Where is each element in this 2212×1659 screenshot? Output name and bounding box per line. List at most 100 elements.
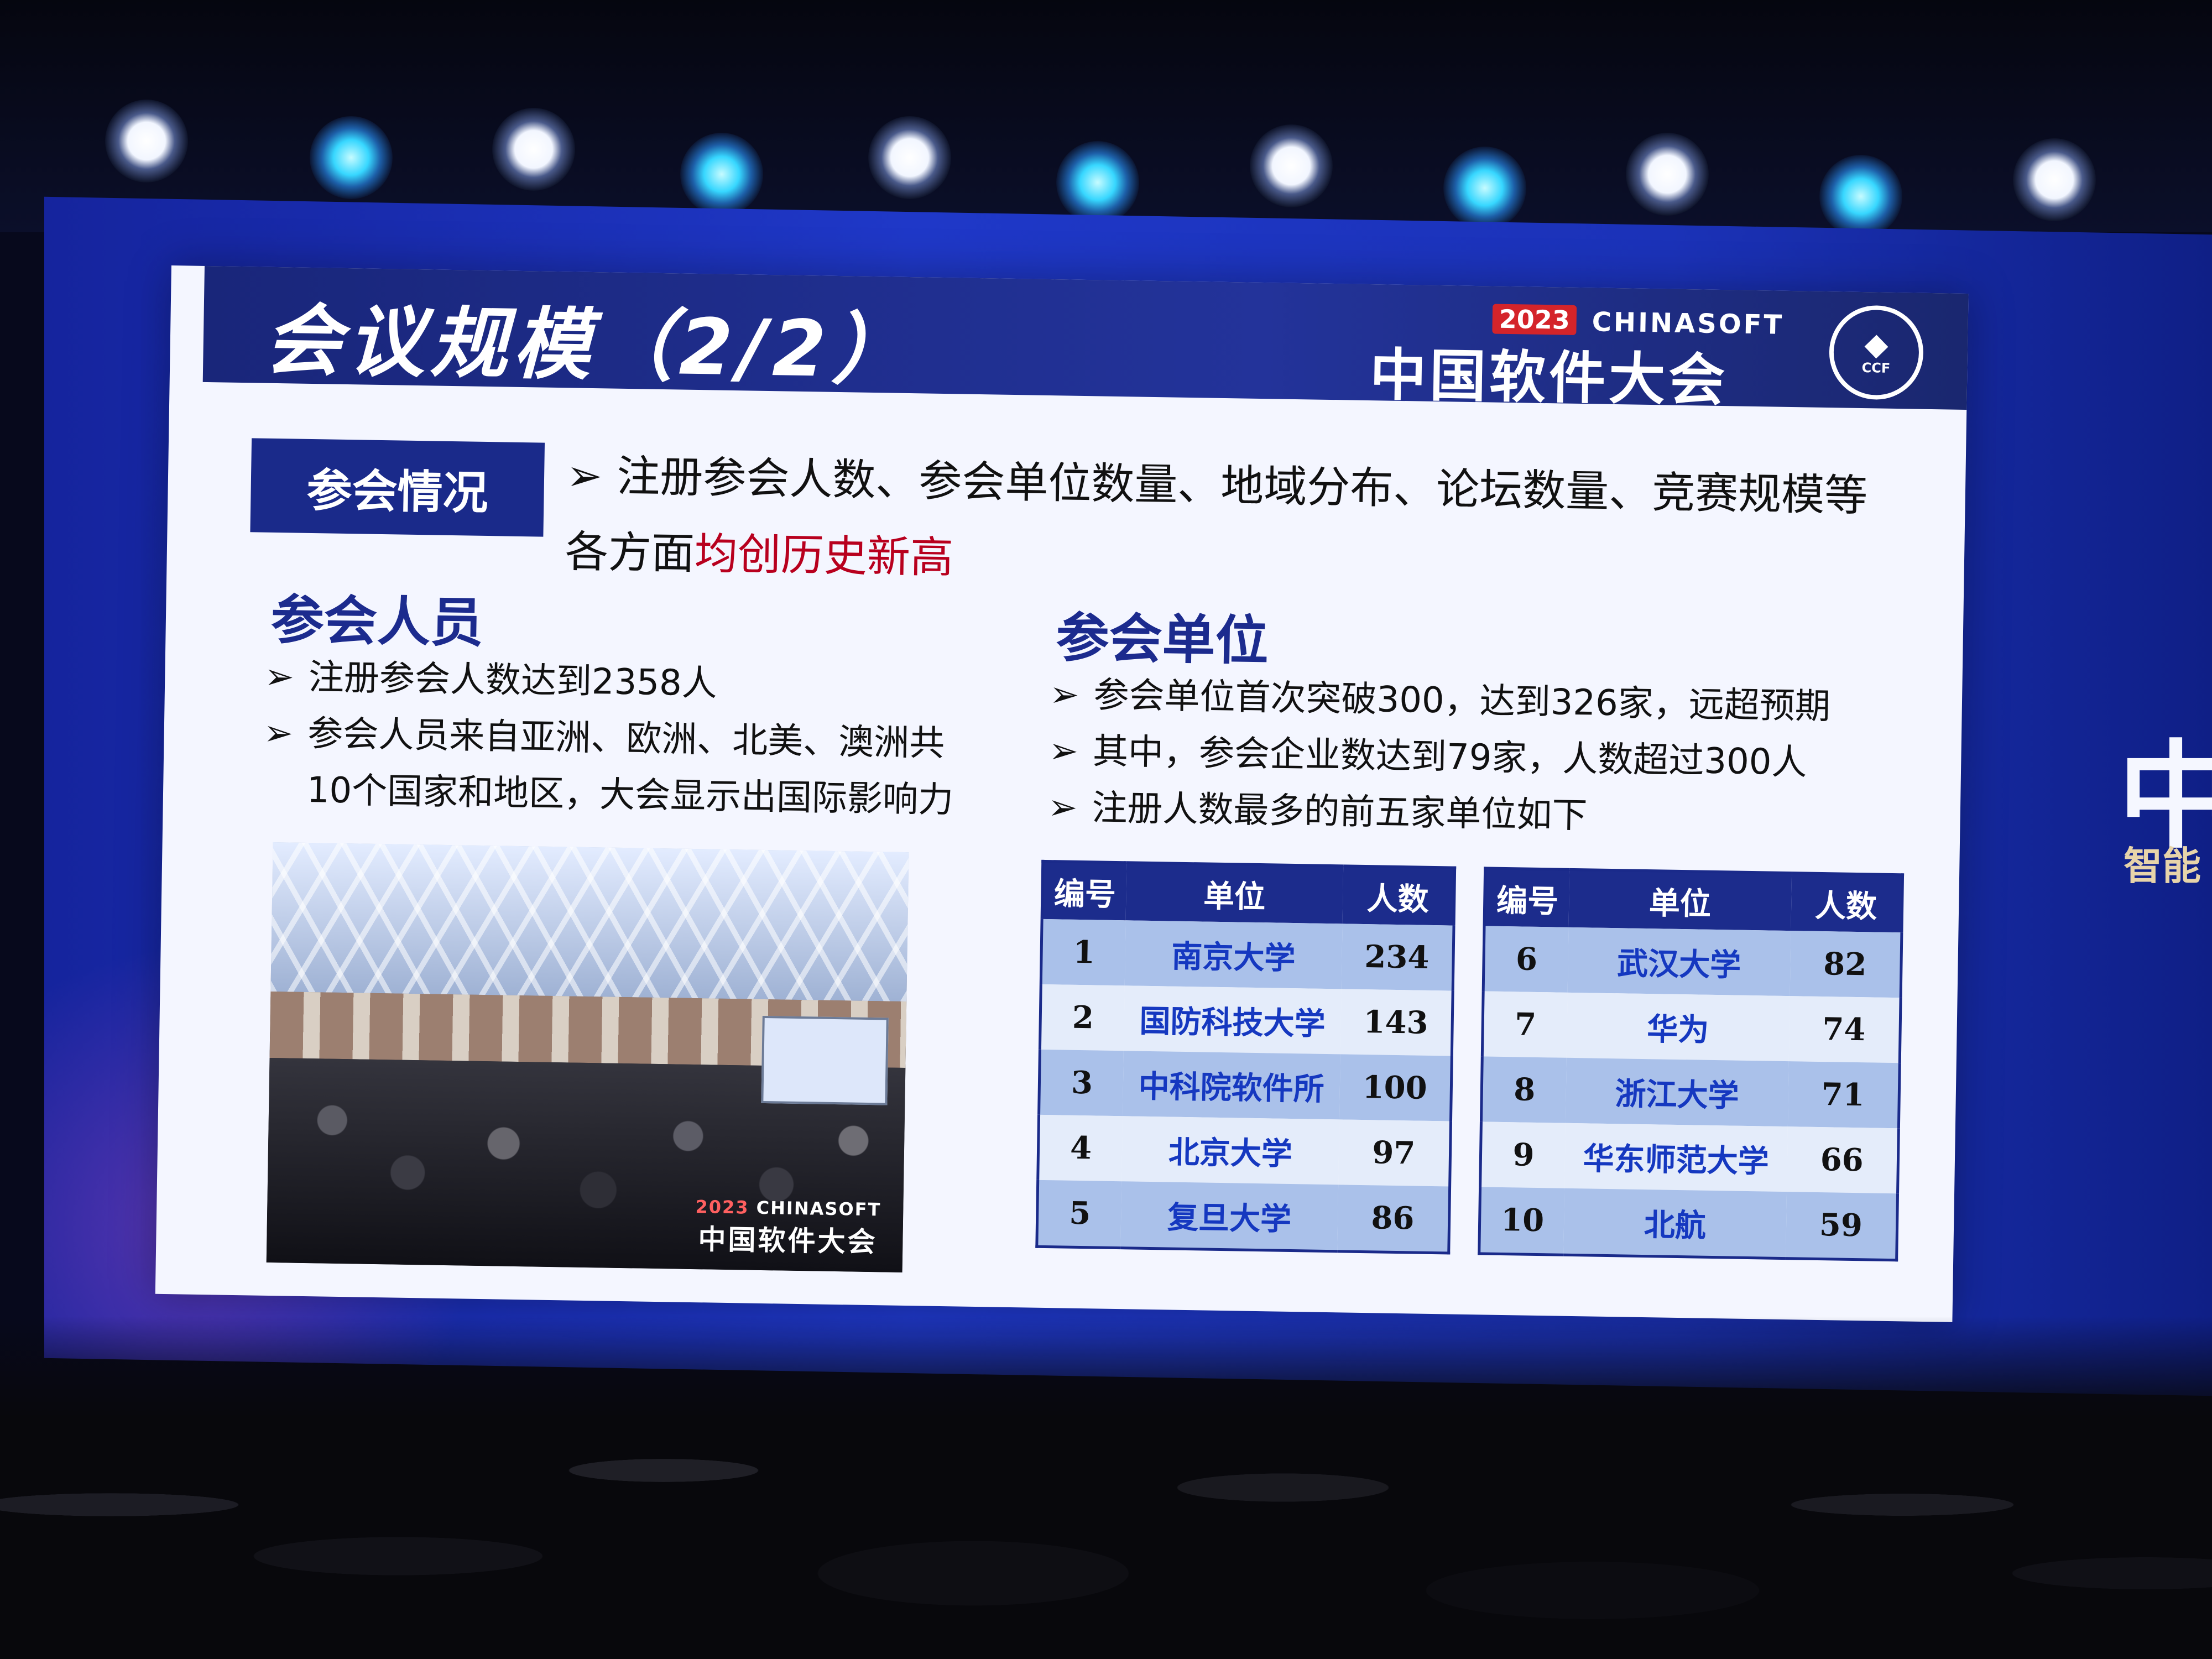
slide-title: 会议规模（2/2） [263, 295, 915, 397]
cell-unit: 华东师范大学 [1564, 1123, 1788, 1192]
brand-year: 2023 [1492, 304, 1577, 335]
photo-projection-screen [761, 1015, 889, 1105]
cell-unit: 中科院软件所 [1123, 1051, 1340, 1120]
stage-light [680, 133, 763, 216]
diamond-icon: ◆ [1864, 326, 1889, 363]
cell-unit: 浙江大学 [1565, 1057, 1789, 1127]
photo-watermark-top: 2023 CHINASOFT [695, 1196, 881, 1220]
column-header-unit: 单位 [1568, 869, 1792, 931]
column-header-no: 编号 [1484, 868, 1570, 927]
table-row: 1 南京大学 234 [1041, 919, 1454, 991]
cell-count: 143 [1340, 989, 1453, 1056]
side-screen-brand: 中 [2118, 729, 2212, 864]
arrow-bullet-icon: ➢ [566, 451, 603, 502]
ranking-table-right: 编号 单位 人数 6 武汉大学 82 7 华为 74 8 浙江大学 71 9 [1478, 867, 1905, 1262]
stage-light [868, 116, 951, 199]
table-row: 10 北航 59 [1479, 1187, 1898, 1260]
table-row: 8 浙江大学 71 [1481, 1056, 1900, 1129]
ccf-logo-icon: ◆ CCF [1828, 305, 1924, 400]
cell-count: 97 [1338, 1119, 1451, 1187]
arrow-bullet-icon: ➢ [263, 712, 294, 754]
arrow-bullet-icon: ➢ [1049, 674, 1080, 716]
photo-watermark: 2023 CHINASOFT 中国软件大会 [695, 1196, 881, 1260]
section-label: 参会情况 [250, 438, 545, 537]
list-item: ➢ 参会人员来自亚洲、欧洲、北美、澳洲共10个国家和地区，大会显示出国际影响力 [262, 705, 983, 829]
stage-light [2013, 138, 2096, 221]
table-row: 2 国防科技大学 143 [1040, 984, 1453, 1056]
table-row: 5 复旦大学 86 [1036, 1180, 1450, 1253]
cell-no: 8 [1481, 1056, 1567, 1123]
cell-no: 3 [1039, 1049, 1124, 1117]
bullet-text: 参会人员来自亚洲、欧洲、北美、澳洲共10个国家和地区，大会显示出国际影响力 [306, 713, 954, 821]
logo-text: CCF [1861, 360, 1891, 376]
summary-text: ➢ 注册参会人数、参会单位数量、地域分布、论坛数量、竞赛规模等各方面均创历史新高 [565, 437, 1872, 611]
cell-no: 6 [1483, 926, 1569, 993]
table-row: 7 华为 74 [1482, 991, 1901, 1063]
summary-highlight: 均创历史新高 [694, 529, 954, 583]
stage-light [492, 108, 575, 191]
cell-no: 1 [1041, 919, 1126, 986]
units-bullets: ➢ 参会单位首次突破300，达到326家，远超预期 ➢ 其中，参会企业数达到79… [1047, 666, 1852, 848]
cell-count: 234 [1341, 924, 1454, 991]
stage-light [1819, 155, 1902, 238]
brand-chinese-name: 中国软件大会 [1369, 342, 1729, 414]
conference-brand: 2023 CHINASOFT 中国软件大会 ◆ CCF [1369, 294, 1924, 414]
table-row: 6 武汉大学 82 [1483, 926, 1902, 998]
list-item: ➢ 注册参会人数达到2358人 [264, 649, 984, 716]
table-row: 9 华东师范大学 66 [1480, 1121, 1899, 1194]
table-header-row: 编号 单位 人数 [1484, 868, 1903, 933]
ranking-table-left: 编号 单位 人数 1 南京大学 234 2 国防科技大学 143 3 中科院软件… [1035, 859, 1457, 1255]
stage-light [1626, 133, 1709, 216]
side-screen-slogan: 智能 [2124, 843, 2201, 889]
venue-photo: 2023 CHINASOFT 中国软件大会 [266, 842, 909, 1272]
cell-no: 5 [1036, 1180, 1122, 1248]
cell-unit: 北京大学 [1121, 1116, 1339, 1185]
bullet-text: 注册人数最多的前五家单位如下 [1091, 787, 1588, 837]
stage-ceiling [0, 0, 2212, 238]
column-header-unit: 单位 [1125, 862, 1343, 924]
cell-unit: 北航 [1563, 1188, 1787, 1259]
attendees-heading: 参会人员 [270, 588, 484, 654]
cell-no: 2 [1040, 984, 1125, 1051]
cell-count: 66 [1786, 1126, 1899, 1194]
table-header-row: 编号 单位 人数 [1042, 861, 1455, 926]
table-row: 3 中科院软件所 100 [1039, 1049, 1452, 1121]
units-heading: 参会单位 [1055, 607, 1269, 672]
attendees-bullets: ➢ 注册参会人数达到2358人 ➢ 参会人员来自亚洲、欧洲、北美、澳洲共10个国… [262, 649, 984, 829]
cell-count: 71 [1787, 1061, 1900, 1129]
photo-ceiling [270, 842, 909, 1002]
table-row: 4 北京大学 97 [1037, 1114, 1451, 1187]
cell-unit: 复旦大学 [1120, 1181, 1338, 1251]
cell-unit: 武汉大学 [1567, 927, 1791, 997]
cell-count: 100 [1339, 1054, 1452, 1121]
presentation-slide: 会议规模（2/2） 2023 CHINASOFT 中国软件大会 ◆ CCF 参会… [155, 265, 1969, 1322]
cell-no: 7 [1482, 991, 1568, 1058]
list-item: ➢ 注册人数最多的前五家单位如下 [1047, 779, 1850, 848]
cell-count: 74 [1788, 996, 1901, 1063]
audience-silhouettes [0, 1316, 2212, 1659]
stage-light [1250, 124, 1333, 207]
photo-watermark-en: CHINASOFT [756, 1197, 881, 1220]
cell-unit: 南京大学 [1124, 920, 1343, 989]
photo-watermark-year: 2023 [695, 1196, 749, 1218]
column-header-count: 人数 [1791, 873, 1903, 933]
stage-light [1056, 141, 1139, 224]
arrow-bullet-icon: ➢ [1047, 787, 1078, 828]
cell-no: 4 [1037, 1114, 1123, 1182]
stage-light [105, 100, 188, 182]
arrow-bullet-icon: ➢ [264, 656, 295, 698]
cell-no: 9 [1480, 1121, 1566, 1188]
column-header-count: 人数 [1342, 865, 1455, 926]
column-header-no: 编号 [1042, 861, 1127, 921]
cell-no: 10 [1479, 1187, 1564, 1255]
stage-light [1443, 147, 1526, 229]
bullet-text: 注册参会人数达到2358人 [308, 656, 718, 705]
cell-unit: 华为 [1566, 992, 1790, 1062]
stage-light [310, 116, 393, 199]
cell-unit: 国防科技大学 [1124, 985, 1342, 1055]
cell-count: 86 [1337, 1185, 1450, 1253]
photo-watermark-cn: 中国软件大会 [698, 1223, 878, 1259]
cell-count: 82 [1790, 931, 1902, 998]
cell-count: 59 [1785, 1192, 1898, 1260]
arrow-bullet-icon: ➢ [1048, 731, 1079, 772]
